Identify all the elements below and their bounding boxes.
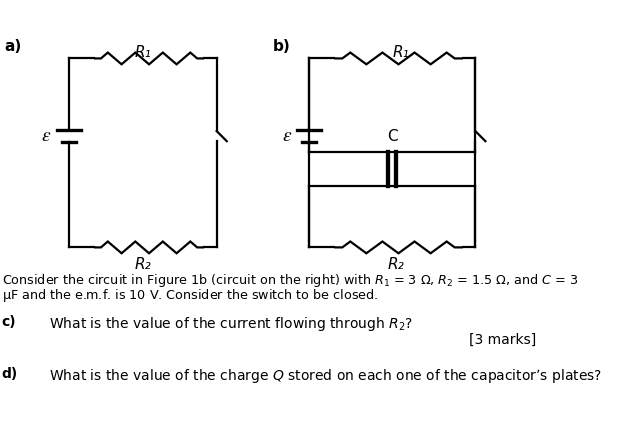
Text: [3 marks]: [3 marks] <box>469 333 536 347</box>
Text: What is the value of the charge $Q$ stored on each one of the capacitor’s plates: What is the value of the charge $Q$ stor… <box>49 367 602 385</box>
Text: R₁: R₁ <box>392 45 409 60</box>
Text: C: C <box>387 129 397 144</box>
Text: a): a) <box>4 39 21 54</box>
Text: What is the value of the current flowing through $R_2$?: What is the value of the current flowing… <box>49 315 413 333</box>
Text: μF and the e.m.f. is $10$ V. Consider the switch to be closed.: μF and the e.m.f. is $10$ V. Consider th… <box>2 287 378 304</box>
Text: b): b) <box>273 39 290 54</box>
Text: R₁: R₁ <box>135 45 151 60</box>
Text: R₂: R₂ <box>388 258 404 272</box>
Text: R₂: R₂ <box>135 258 151 272</box>
Text: ε: ε <box>42 126 51 145</box>
Text: c): c) <box>2 315 16 329</box>
Text: Consider the circuit in Figure 1b (circuit on the right) with $R_1$ = 3 Ω, $R_2$: Consider the circuit in Figure 1b (circu… <box>2 272 578 289</box>
Text: ε: ε <box>282 126 290 145</box>
Text: d): d) <box>2 367 18 381</box>
